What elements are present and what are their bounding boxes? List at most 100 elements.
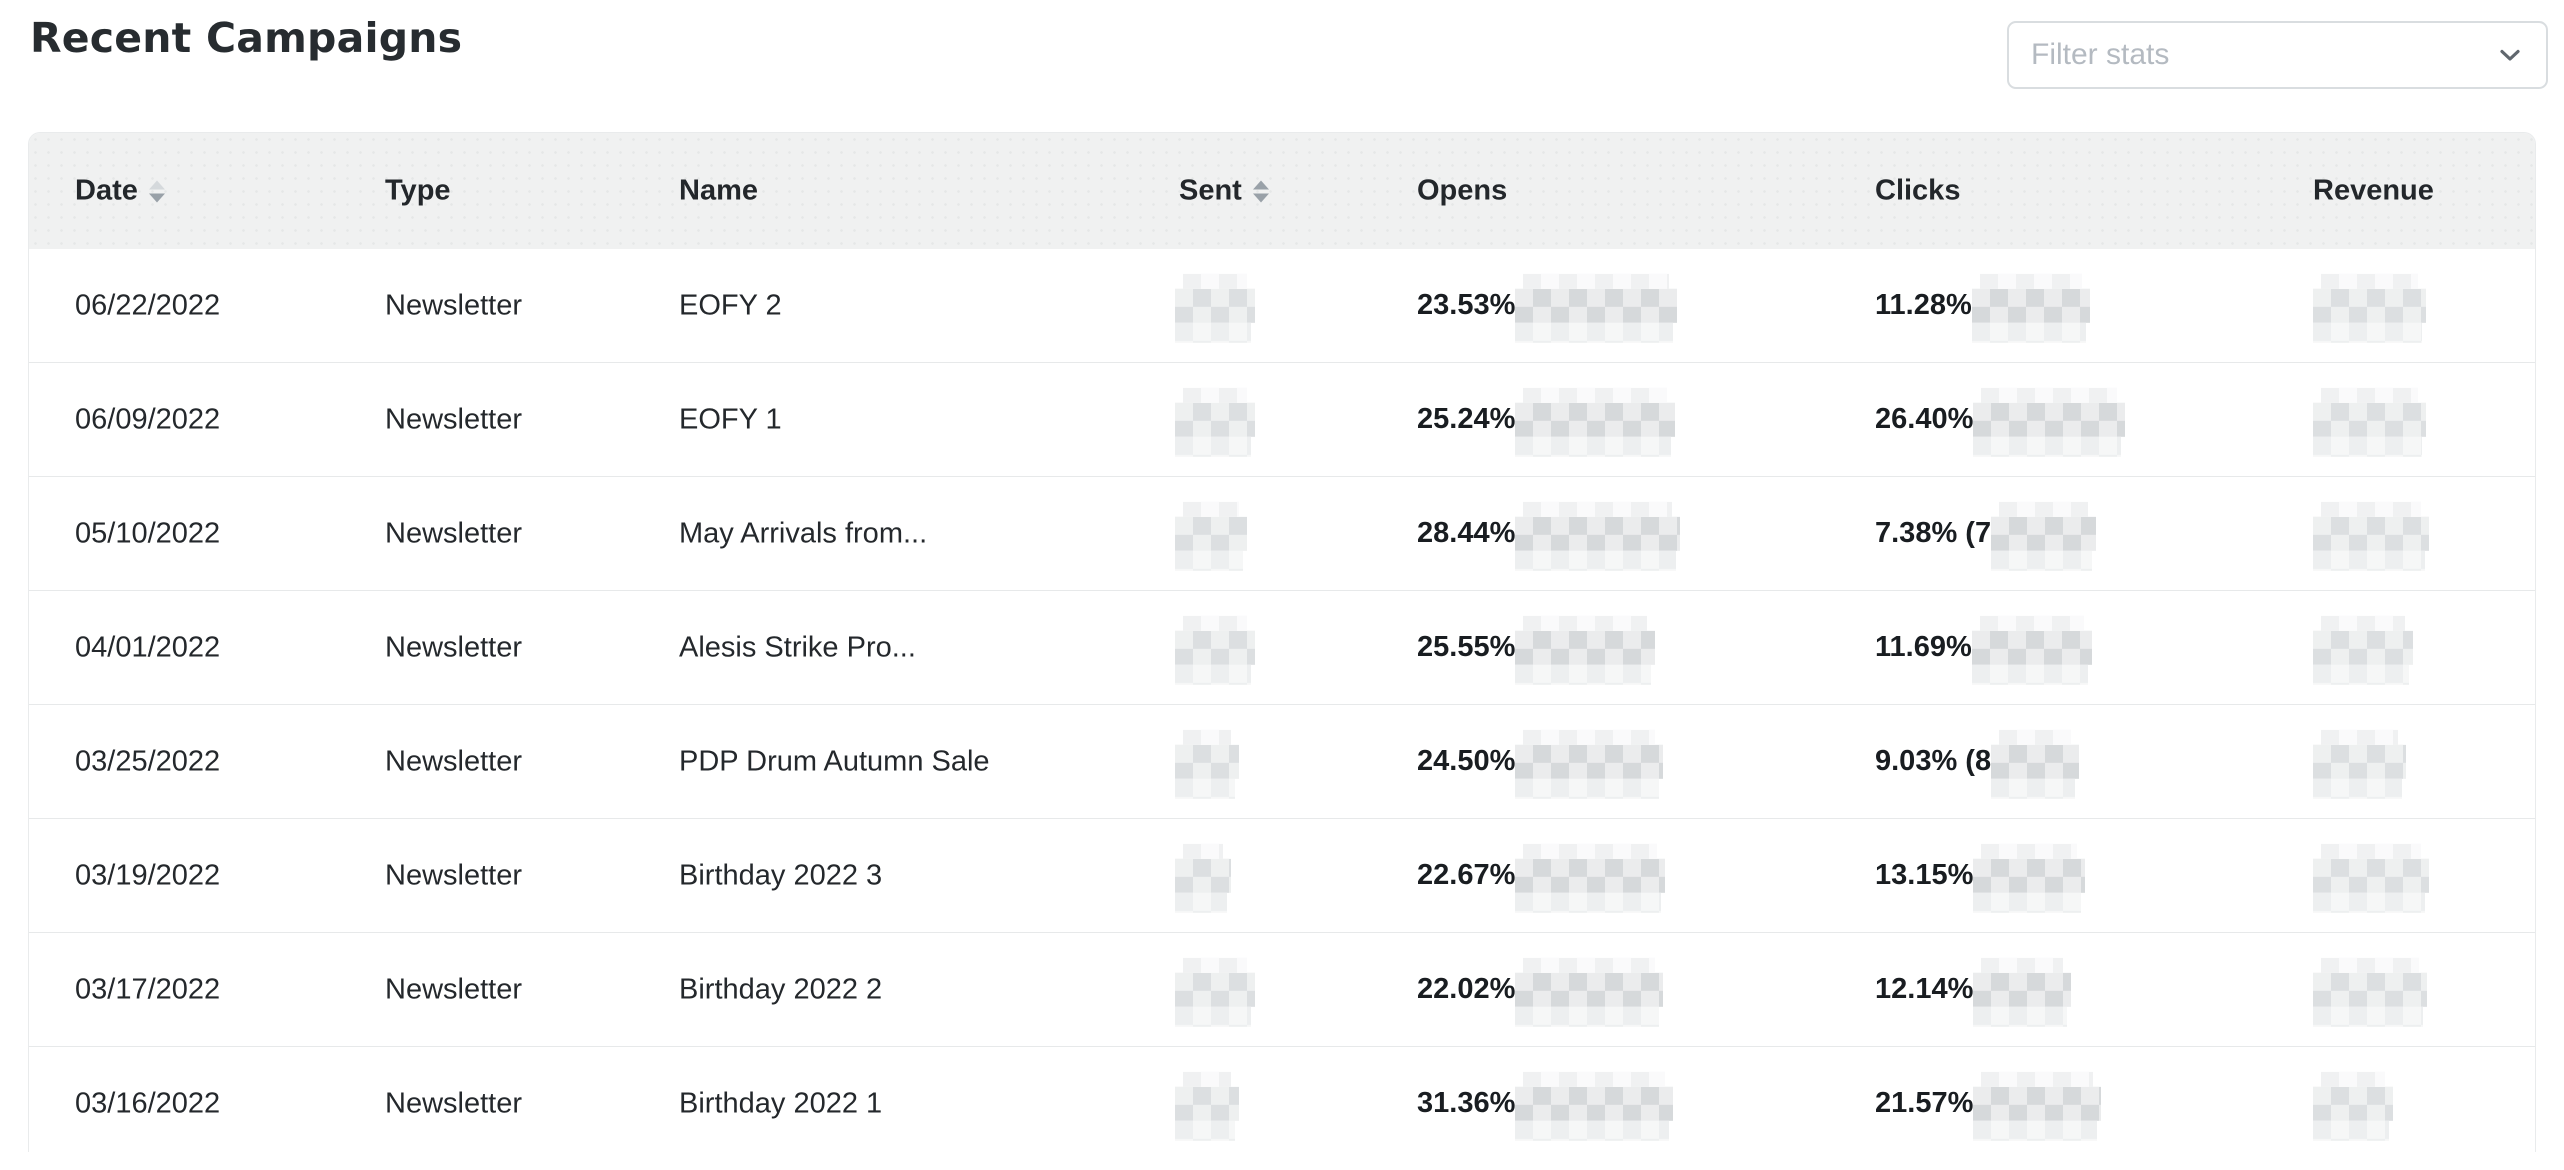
campaign-date: 03/17/2022 (75, 973, 221, 1005)
column-header-type-label: Type (385, 174, 451, 207)
sort-both-icon (1252, 180, 1269, 202)
opens-percent: 25.24% (1417, 402, 1516, 435)
campaign-clicks: 13.15% (1875, 843, 2086, 913)
opens-count-redacted (1515, 273, 1678, 343)
page-title: Recent Campaigns (30, 14, 463, 62)
campaign-opens: 22.02% (1417, 957, 1664, 1027)
clicks-count-redacted (1991, 729, 2080, 799)
campaign-sent-redacted (1175, 1071, 1239, 1141)
campaign-revenue-redacted (2313, 387, 2426, 457)
campaign-name: EOFY 1 (679, 403, 782, 435)
table-header-row: Date Type Name Sent Opens Clicks Revenue (29, 133, 2535, 249)
clicks-percent: 9.03% (8 (1875, 744, 1992, 777)
campaign-opens: 28.44% (1417, 501, 1681, 571)
campaign-opens: 31.36% (1417, 1071, 1674, 1141)
column-header-opens-label: Opens (1417, 174, 1508, 207)
table-row[interactable]: 05/10/2022 Newsletter May Arrivals from.… (29, 477, 2535, 591)
campaign-name: Birthday 2022 3 (679, 859, 883, 891)
filter-stats-placeholder: Filter stats (2031, 38, 2170, 71)
campaign-type: Newsletter (385, 631, 522, 663)
opens-count-redacted (1515, 957, 1664, 1027)
opens-percent: 22.02% (1417, 972, 1516, 1005)
table-row[interactable]: 04/01/2022 Newsletter Alesis Strike Pro.… (29, 591, 2535, 705)
column-header-revenue-label: Revenue (2313, 174, 2434, 207)
campaign-sent-redacted (1175, 729, 1239, 799)
table-row[interactable]: 03/17/2022 Newsletter Birthday 2022 2 22… (29, 933, 2535, 1047)
clicks-percent: 26.40% (1875, 402, 1974, 435)
column-header-revenue: Revenue (2313, 175, 2434, 208)
opens-count-redacted (1515, 729, 1664, 799)
campaign-type: Newsletter (385, 517, 522, 549)
campaign-type: Newsletter (385, 973, 522, 1005)
campaign-date: 06/09/2022 (75, 403, 221, 435)
opens-percent: 24.50% (1417, 744, 1516, 777)
column-header-date[interactable]: Date (75, 175, 165, 208)
campaign-name: Alesis Strike Pro... (679, 631, 916, 663)
table-row[interactable]: 06/09/2022 Newsletter EOFY 1 25.24% 26.4… (29, 363, 2535, 477)
table-row[interactable]: 03/25/2022 Newsletter PDP Drum Autumn Sa… (29, 705, 2535, 819)
campaign-revenue-redacted (2313, 843, 2429, 913)
clicks-count-redacted (1973, 843, 2086, 913)
campaigns-table: Date Type Name Sent Opens Clicks Revenue (28, 132, 2536, 1152)
campaign-name: Birthday 2022 1 (679, 1087, 883, 1119)
opens-percent: 22.67% (1417, 858, 1516, 891)
clicks-count-redacted (1973, 387, 2126, 457)
opens-count-redacted (1515, 1071, 1674, 1141)
campaign-type: Newsletter (385, 1087, 522, 1119)
clicks-count-redacted (1971, 273, 2090, 343)
campaign-date: 03/16/2022 (75, 1087, 221, 1119)
campaign-date: 06/22/2022 (75, 289, 221, 321)
campaign-sent-redacted (1175, 957, 1255, 1027)
campaign-opens: 25.24% (1417, 387, 1676, 457)
chevron-down-icon (2496, 41, 2524, 69)
opens-percent: 28.44% (1417, 516, 1516, 549)
sort-desc-icon (148, 180, 165, 202)
filter-stats-select[interactable]: Filter stats (2007, 21, 2548, 89)
clicks-percent: 11.28% (1875, 288, 1972, 321)
campaign-sent-redacted (1175, 843, 1231, 913)
clicks-count-redacted (1973, 1071, 2102, 1141)
campaign-sent-redacted (1175, 387, 1255, 457)
clicks-percent: 7.38% (7 (1875, 516, 1992, 549)
campaign-date: 04/01/2022 (75, 631, 221, 663)
column-header-name-label: Name (679, 174, 758, 207)
campaign-revenue-redacted (2313, 1071, 2393, 1141)
column-header-date-label: Date (75, 174, 138, 207)
column-header-name: Name (679, 175, 758, 208)
campaign-revenue-redacted (2313, 273, 2426, 343)
campaign-name: EOFY 2 (679, 289, 782, 321)
campaign-type: Newsletter (385, 745, 522, 777)
campaign-sent-redacted (1175, 501, 1247, 571)
campaign-name: Birthday 2022 2 (679, 973, 883, 1005)
campaign-clicks: 26.40% (1875, 387, 2126, 457)
clicks-count-redacted (1991, 501, 2097, 571)
campaign-date: 05/10/2022 (75, 517, 221, 549)
campaign-sent-redacted (1175, 273, 1255, 343)
column-header-sent[interactable]: Sent (1179, 175, 1269, 208)
campaign-clicks: 11.28% (1875, 273, 2090, 343)
clicks-percent: 13.15% (1875, 858, 1974, 891)
campaign-name: May Arrivals from... (679, 517, 928, 549)
campaign-opens: 22.67% (1417, 843, 1666, 913)
campaign-sent-redacted (1175, 615, 1255, 685)
campaign-type: Newsletter (385, 289, 522, 321)
campaign-clicks: 9.03% (8 (1875, 729, 2080, 799)
opens-count-redacted (1515, 387, 1676, 457)
opens-percent: 23.53% (1417, 288, 1516, 321)
campaign-revenue-redacted (2313, 729, 2406, 799)
campaign-clicks: 12.14% (1875, 957, 2072, 1027)
campaign-type: Newsletter (385, 403, 522, 435)
campaign-revenue-redacted (2313, 501, 2429, 571)
table-row[interactable]: 06/22/2022 Newsletter EOFY 2 23.53% 11.2… (29, 249, 2535, 363)
campaign-clicks: 11.69% (1875, 615, 2092, 685)
table-row[interactable]: 03/16/2022 Newsletter Birthday 2022 1 31… (29, 1047, 2535, 1152)
table-row[interactable]: 03/19/2022 Newsletter Birthday 2022 3 22… (29, 819, 2535, 933)
campaign-revenue-redacted (2313, 957, 2427, 1027)
column-header-sent-label: Sent (1179, 174, 1242, 207)
opens-count-redacted (1515, 615, 1656, 685)
opens-percent: 31.36% (1417, 1086, 1516, 1119)
campaign-name: PDP Drum Autumn Sale (679, 745, 990, 777)
campaign-date: 03/19/2022 (75, 859, 221, 891)
clicks-count-redacted (1973, 957, 2072, 1027)
column-header-clicks: Clicks (1875, 175, 1960, 208)
